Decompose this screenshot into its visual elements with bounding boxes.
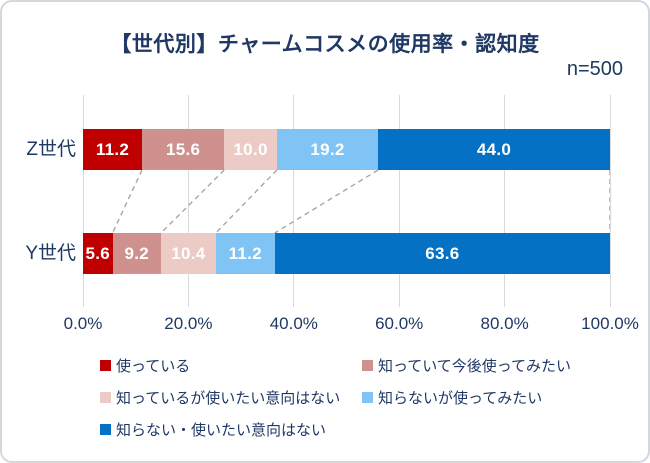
bar-value-label: 63.6 bbox=[425, 243, 460, 263]
legend-swatch bbox=[362, 359, 373, 371]
bar-segment: 19.2 bbox=[276, 129, 379, 170]
grid-line bbox=[398, 95, 400, 307]
x-tick-label: 40.0% bbox=[269, 314, 318, 333]
sample-size-label: n=500 bbox=[566, 58, 623, 80]
bar-value-label: 19.2 bbox=[310, 139, 345, 159]
connector-lines bbox=[111, 169, 610, 234]
bar-segment: 9.2 bbox=[112, 233, 161, 274]
legend-label: 知らないが使ってみたい bbox=[378, 389, 543, 407]
x-tick-label: 80.0% bbox=[480, 314, 529, 333]
bar-value-label: 10.4 bbox=[171, 243, 206, 263]
bar-value-label: 9.2 bbox=[124, 243, 149, 263]
connector-line bbox=[160, 169, 225, 234]
bar-segment: 11.2 bbox=[83, 129, 143, 170]
connector-line bbox=[111, 169, 143, 234]
bar-value-label: 11.2 bbox=[228, 243, 262, 263]
connector-line bbox=[215, 169, 278, 234]
bar-segment: 11.2 bbox=[215, 233, 275, 274]
x-tick-label: 0.0% bbox=[63, 314, 103, 333]
bar-segment: 5.6 bbox=[83, 233, 113, 274]
legend-label: 知らない・使いたい意向はない bbox=[116, 421, 327, 439]
bar-segment: 15.6 bbox=[142, 129, 225, 170]
legend-swatch bbox=[362, 391, 373, 403]
legend-item: 使っている bbox=[100, 356, 362, 375]
legend-item: 知らない・使いたい意向はない bbox=[100, 420, 362, 439]
grid-line bbox=[609, 95, 611, 307]
legend-item: 知っているが使いたい意向はない bbox=[100, 388, 362, 407]
x-tick-label: 100.0% bbox=[581, 314, 639, 333]
legend-label: 使っている bbox=[116, 357, 191, 375]
bar-value-label: 10.0 bbox=[233, 139, 268, 159]
bar-segment: 63.6 bbox=[274, 233, 610, 274]
x-tick-label: 60.0% bbox=[375, 314, 424, 333]
bar-value-label: 15.6 bbox=[165, 139, 201, 159]
bar-segment: 10.4 bbox=[160, 233, 216, 274]
bar-value-label: 44.0 bbox=[476, 139, 512, 159]
legend: 使っている 知っていて今後使ってみたい知っているが使いたい意向はない 知らないが使っ… bbox=[100, 356, 622, 439]
grid-line bbox=[82, 95, 84, 307]
chart-title: 【世代別】チャームコスメの使用率・認知度 bbox=[110, 33, 540, 56]
legend-item: 知っていて今後使ってみたい bbox=[362, 356, 622, 375]
bar-row: 5.6 9.2 10.4 11.2 63.6 bbox=[83, 233, 610, 274]
grid-line bbox=[187, 95, 189, 307]
legend-swatch bbox=[100, 423, 111, 435]
grid-line bbox=[293, 95, 295, 307]
category-label: Z世代 bbox=[26, 139, 76, 160]
bar-value-label: 11.2 bbox=[95, 139, 130, 159]
legend-label: 知っていて今後使ってみたい bbox=[378, 357, 572, 375]
bar-row: 11.2 15.6 10.0 19.2 44.0 bbox=[83, 129, 610, 170]
category-label: Y世代 bbox=[25, 243, 76, 264]
legend-item: 知らないが使ってみたい bbox=[362, 388, 622, 407]
grid-line bbox=[504, 95, 506, 307]
bar-segment: 44.0 bbox=[378, 129, 610, 170]
bar-segment: 10.0 bbox=[224, 129, 277, 170]
connector-line bbox=[274, 169, 379, 234]
legend-label: 知っているが使いたい意向はない bbox=[116, 389, 341, 407]
x-tick-label: 20.0% bbox=[164, 314, 213, 333]
legend-swatch bbox=[100, 359, 111, 371]
plot-area: 11.2 15.6 10.0 19.2 44.0 5.6 9.2 10.4 11.2 63.6 bbox=[82, 95, 611, 307]
bar-value-label: 5.6 bbox=[85, 243, 111, 263]
legend-swatch bbox=[100, 391, 111, 403]
